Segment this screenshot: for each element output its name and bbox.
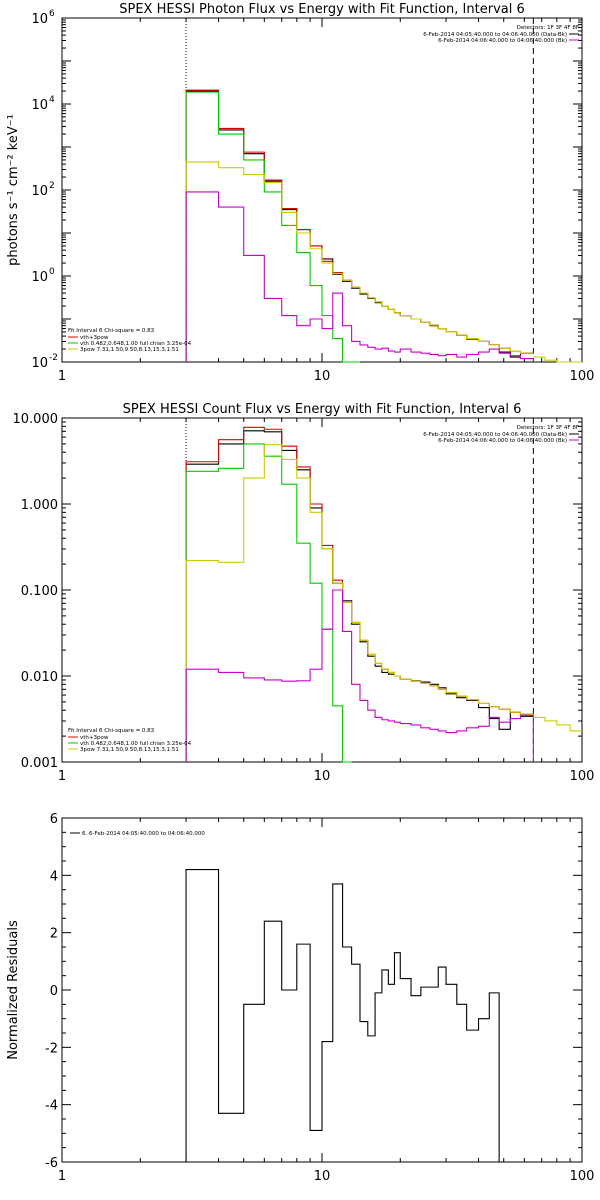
tail-series-1 — [533, 356, 582, 363]
data-series-5 — [185, 191, 534, 362]
legend-text: 6-Feb-2014 04:06:40.000 to 04:06:40.000 … — [438, 438, 567, 444]
y-tick-label: 10 — [31, 12, 48, 27]
y-tick-label: 0 — [50, 984, 58, 999]
fit-legend-header: Fit Interval 6 Chi-square = 0.83 — [68, 728, 155, 734]
data-series-4 — [185, 444, 534, 762]
legend-text: 6-Feb-2014 04:05:40.000 to 04:06:40.000 … — [423, 32, 567, 38]
x-tick-label: 10 — [314, 1169, 331, 1184]
x-tick-label: 100 — [570, 1169, 595, 1184]
y-tick-label: 10.000 — [13, 412, 59, 427]
legend-header: Detectors: 1F 3F 4F 8F — [517, 25, 579, 31]
fit-legend-header: Fit Interval 6 Chi-square = 0.83 — [68, 328, 155, 334]
data-series-2 — [185, 426, 534, 762]
data-series-1 — [185, 430, 534, 762]
data-series-4 — [185, 161, 534, 362]
y-tick-label: 4 — [50, 869, 58, 884]
data-series-3 — [185, 443, 352, 763]
y-tick-label: 0.100 — [21, 584, 58, 599]
legend-text: 6-Feb-2014 04:06:40.000 to 04:06:40.000 … — [438, 38, 567, 44]
fit-legend-text: 3pow 7.31,1.50,9.50,8.13,15.3,1.51 — [80, 347, 179, 353]
data-series-3 — [185, 91, 360, 363]
legend-header: Detectors: 1F 3F 4F 8F — [517, 425, 579, 431]
y-tick-exponent: 6 — [49, 9, 55, 19]
y-tick-label: 0.010 — [21, 670, 58, 685]
chart-title: SPEX HESSI Count Flux vs Energy with Fit… — [123, 402, 522, 417]
legend-text: 6-Feb-2014 04:05:40.000 to 04:06:40.000 … — [423, 432, 567, 438]
chart-panel-2: SPEX HESSI Count Flux vs Energy with Fit… — [13, 402, 595, 784]
x-tick-label: 1 — [58, 1169, 66, 1184]
y-axis-label: Normalized Residuals — [6, 920, 21, 1060]
y-tick-exponent: 2 — [49, 181, 55, 191]
y-tick-exponent: 0 — [49, 267, 55, 277]
y-tick-label: 1.000 — [21, 498, 58, 513]
x-tick-label: 1 — [58, 769, 66, 784]
fit-legend-text: 3pow 7.31,1.50,9.50,8.13,15.3,1.51 — [80, 747, 179, 753]
y-tick-label: 10 — [31, 270, 48, 285]
y-tick-exponent: 4 — [49, 95, 55, 105]
residual-legend-text: 6. 6-Feb-2014 04:05:40.000 to 04:06:40.0… — [82, 831, 205, 837]
chart-panel-3: 1 10 100 -6 -4 -2 0 2 4 6 Normalized Residuals 6. 6… — [6, 812, 594, 1184]
y-tick-exponent: -2 — [49, 353, 58, 363]
fit-legend-text: vth 0.482,0.648,1.00 full chian 3.25e-04 — [80, 341, 192, 347]
fit-legend-text: vth 0.482,0.648,1.00 full chian 3.25e-04 — [80, 741, 192, 747]
y-tick-label: 10 — [31, 184, 48, 199]
y-tick-label: -6 — [45, 1156, 58, 1171]
y-tick-label: -4 — [45, 1099, 58, 1114]
y-tick-label: 0.001 — [21, 756, 58, 771]
data-series-2 — [185, 89, 534, 362]
y-tick-label: -2 — [45, 1041, 58, 1056]
chart-panel-1: SPEX HESSI Photon Flux vs Energy with Fi… — [6, 2, 594, 384]
x-tick-label: 100 — [570, 769, 595, 784]
fit-legend-text: vth+3pow — [80, 335, 109, 341]
y-tick-label: 10 — [31, 98, 48, 113]
data-series-1 — [185, 869, 500, 1162]
tail-series-1 — [533, 716, 582, 732]
x-tick-label: 10 — [314, 369, 331, 384]
data-series-1 — [185, 90, 534, 362]
y-tick-label: 10 — [31, 356, 48, 371]
y-tick-label: 2 — [50, 927, 58, 942]
y-tick-label: 6 — [50, 812, 58, 827]
x-tick-label: 100 — [570, 369, 595, 384]
y-axis-label: photons s⁻¹ cm⁻² keV⁻¹ — [6, 114, 21, 266]
fit-legend-text: vth+3pow — [80, 735, 109, 741]
data-series-5 — [185, 589, 534, 762]
chart-title: SPEX HESSI Photon Flux vs Energy with Fi… — [119, 2, 525, 17]
x-tick-label: 1 — [58, 369, 66, 384]
x-tick-label: 10 — [314, 769, 331, 784]
